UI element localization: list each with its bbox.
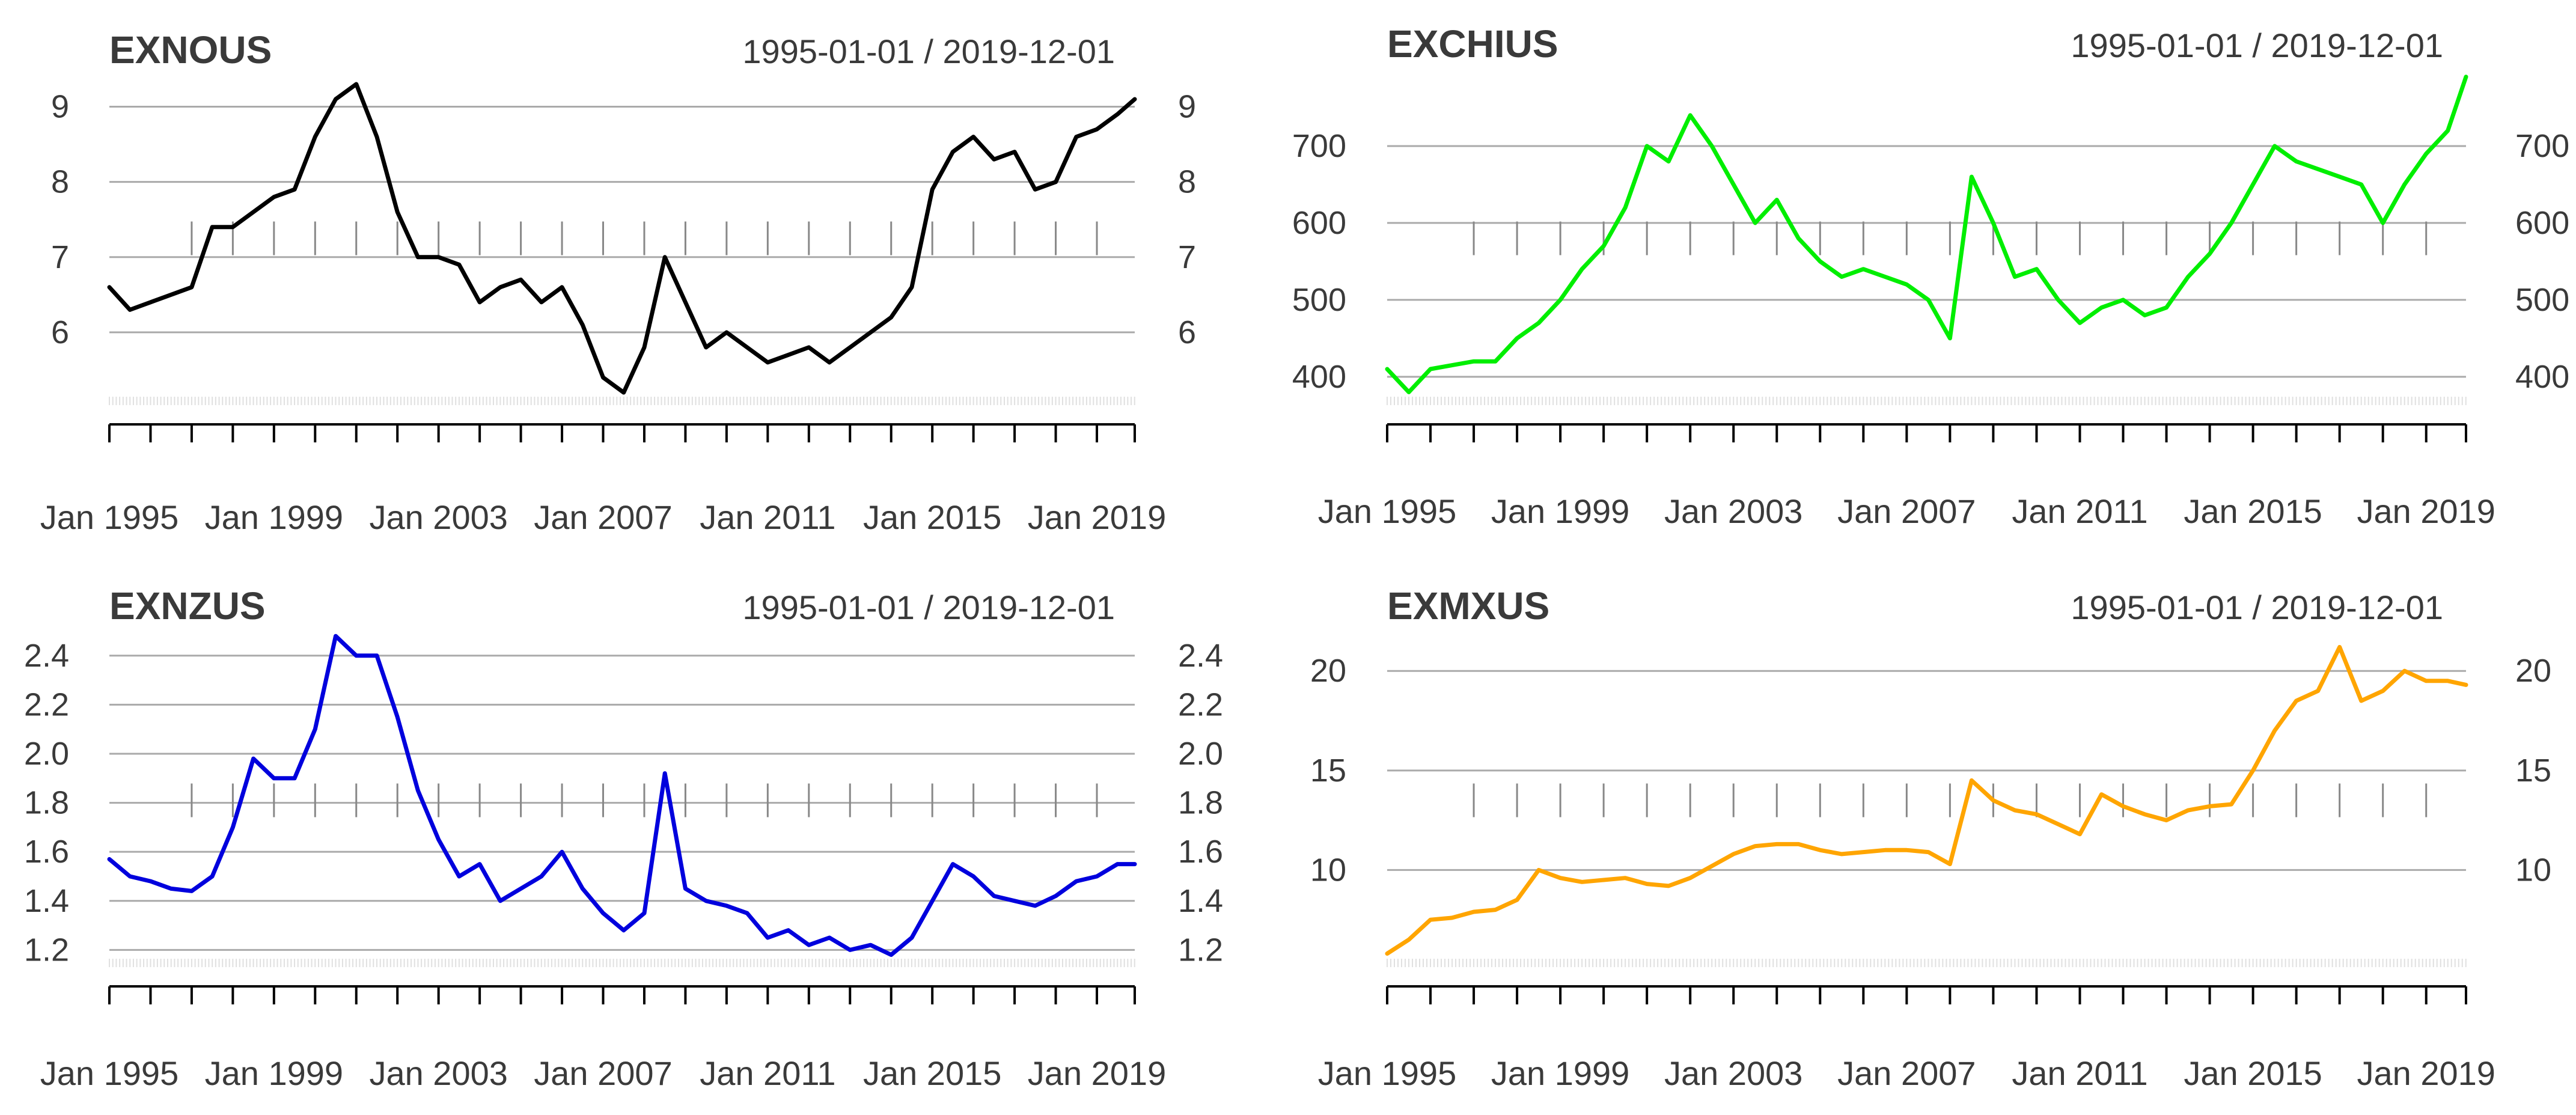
- chart-panel: EXMXUS 1995-01-01 / 2019-12-01 10 10 15 15 20 2…: [1310, 584, 2551, 1092]
- y-tick-label-right: 1.2: [1178, 932, 1223, 968]
- x-tick-label: Jan 1999: [1491, 1054, 1629, 1092]
- y-tick-label: 20: [1310, 653, 1346, 689]
- y-tick-label: 2.0: [24, 736, 69, 772]
- x-tick-label: Jan 1999: [1491, 492, 1629, 530]
- y-tick-label-right: 2.2: [1178, 686, 1223, 722]
- chart-panel: EXNZUS 1995-01-01 / 2019-12-01 1.2 1.2 1.4 1.…: [24, 584, 1223, 1092]
- y-tick-label-right: 2.4: [1178, 638, 1223, 674]
- x-tick-label: Jan 1995: [40, 498, 179, 536]
- x-tick-label: Jan 2015: [863, 498, 1001, 536]
- y-tick-label-right: 2.0: [1178, 736, 1223, 772]
- y-tick-label: 1.4: [24, 883, 69, 919]
- x-tick-label: Jan 2011: [700, 1054, 835, 1092]
- y-tick-label-right: 9: [1178, 89, 1196, 125]
- date-range: 1995-01-01 / 2019-12-01: [742, 588, 1115, 626]
- y-tick-label: 400: [1292, 359, 1346, 395]
- x-tick-label: Jan 2007: [534, 1054, 672, 1092]
- x-tick-label: Jan 2011: [700, 498, 835, 536]
- chart-title: EXCHIUS: [1387, 22, 1558, 66]
- date-range: 1995-01-01 / 2019-12-01: [2071, 588, 2443, 626]
- x-tick-label: Jan 2019: [1028, 498, 1166, 536]
- x-tick-label: Jan 1999: [205, 1054, 343, 1092]
- date-range: 1995-01-01 / 2019-12-01: [2071, 26, 2443, 64]
- y-tick-label: 600: [1292, 205, 1346, 241]
- chart-panel: EXNOUS 1995-01-01 / 2019-12-01 6 6 7 7 8 8 9 9 Jan…: [40, 28, 1196, 536]
- x-tick-label: Jan 2015: [863, 1054, 1001, 1092]
- y-tick-label-right: 600: [2515, 205, 2569, 241]
- y-tick-label-right: 400: [2515, 359, 2569, 395]
- series-line: [1385, 75, 2468, 394]
- y-tick-label: 1.6: [24, 834, 69, 870]
- y-tick-label: 500: [1292, 282, 1346, 318]
- chart-title: EXNZUS: [109, 584, 266, 628]
- x-tick-label: Jan 2019: [2357, 492, 2495, 530]
- x-tick-label: Jan 1995: [1318, 492, 1456, 530]
- x-tick-label: Jan 2019: [2357, 1054, 2495, 1092]
- x-tick-label: Jan 2003: [1664, 492, 1802, 530]
- chart-title: EXMXUS: [1387, 584, 1549, 628]
- x-tick-label: Jan 1995: [40, 1054, 179, 1092]
- y-tick-label: 1.8: [24, 785, 69, 821]
- y-tick-label-right: 6: [1178, 314, 1196, 350]
- y-tick-label-right: 500: [2515, 282, 2569, 318]
- chart-panel: EXCHIUS 1995-01-01 / 2019-12-01 400 400 500 5…: [1292, 22, 2569, 530]
- x-tick-label: Jan 2003: [369, 1054, 507, 1092]
- series-line: [107, 82, 1137, 395]
- x-tick-label: Jan 2011: [2012, 1054, 2147, 1092]
- x-tick-label: Jan 1995: [1318, 1054, 1456, 1092]
- x-tick-label: Jan 2015: [2184, 1054, 2322, 1092]
- x-tick-label: Jan 2003: [1664, 1054, 1802, 1092]
- series-line: [107, 634, 1137, 957]
- date-range: 1995-01-01 / 2019-12-01: [742, 32, 1115, 70]
- x-tick-label: Jan 2007: [534, 498, 672, 536]
- y-tick-label-right: 7: [1178, 239, 1196, 275]
- y-tick-label: 15: [1310, 753, 1346, 789]
- y-tick-label: 10: [1310, 852, 1346, 888]
- y-tick-label-right: 10: [2515, 852, 2551, 888]
- y-tick-label-right: 1.8: [1178, 785, 1223, 821]
- x-tick-label: Jan 2015: [2184, 492, 2322, 530]
- y-tick-label: 700: [1292, 128, 1346, 164]
- x-tick-label: Jan 2007: [1837, 1054, 1976, 1092]
- x-tick-label: Jan 2007: [1837, 492, 1976, 530]
- y-tick-label: 9: [51, 89, 69, 125]
- x-tick-label: Jan 2011: [2012, 492, 2147, 530]
- y-tick-label: 2.2: [24, 686, 69, 722]
- y-tick-label-right: 1.6: [1178, 834, 1223, 870]
- y-tick-label: 8: [51, 164, 69, 200]
- y-tick-label: 2.4: [24, 638, 69, 674]
- chart-title: EXNOUS: [109, 28, 272, 72]
- x-tick-label: Jan 2003: [369, 498, 507, 536]
- x-tick-label: Jan 2019: [1028, 1054, 1166, 1092]
- y-tick-label-right: 15: [2515, 753, 2551, 789]
- y-tick-label: 6: [51, 314, 69, 350]
- y-tick-label: 1.2: [24, 932, 69, 968]
- y-tick-label-right: 8: [1178, 164, 1196, 200]
- y-tick-label-right: 20: [2515, 653, 2551, 689]
- y-tick-label: 7: [51, 239, 69, 275]
- series-line: [1385, 645, 2468, 956]
- x-tick-label: Jan 1999: [205, 498, 343, 536]
- y-tick-label-right: 1.4: [1178, 883, 1223, 919]
- y-tick-label-right: 700: [2515, 128, 2569, 164]
